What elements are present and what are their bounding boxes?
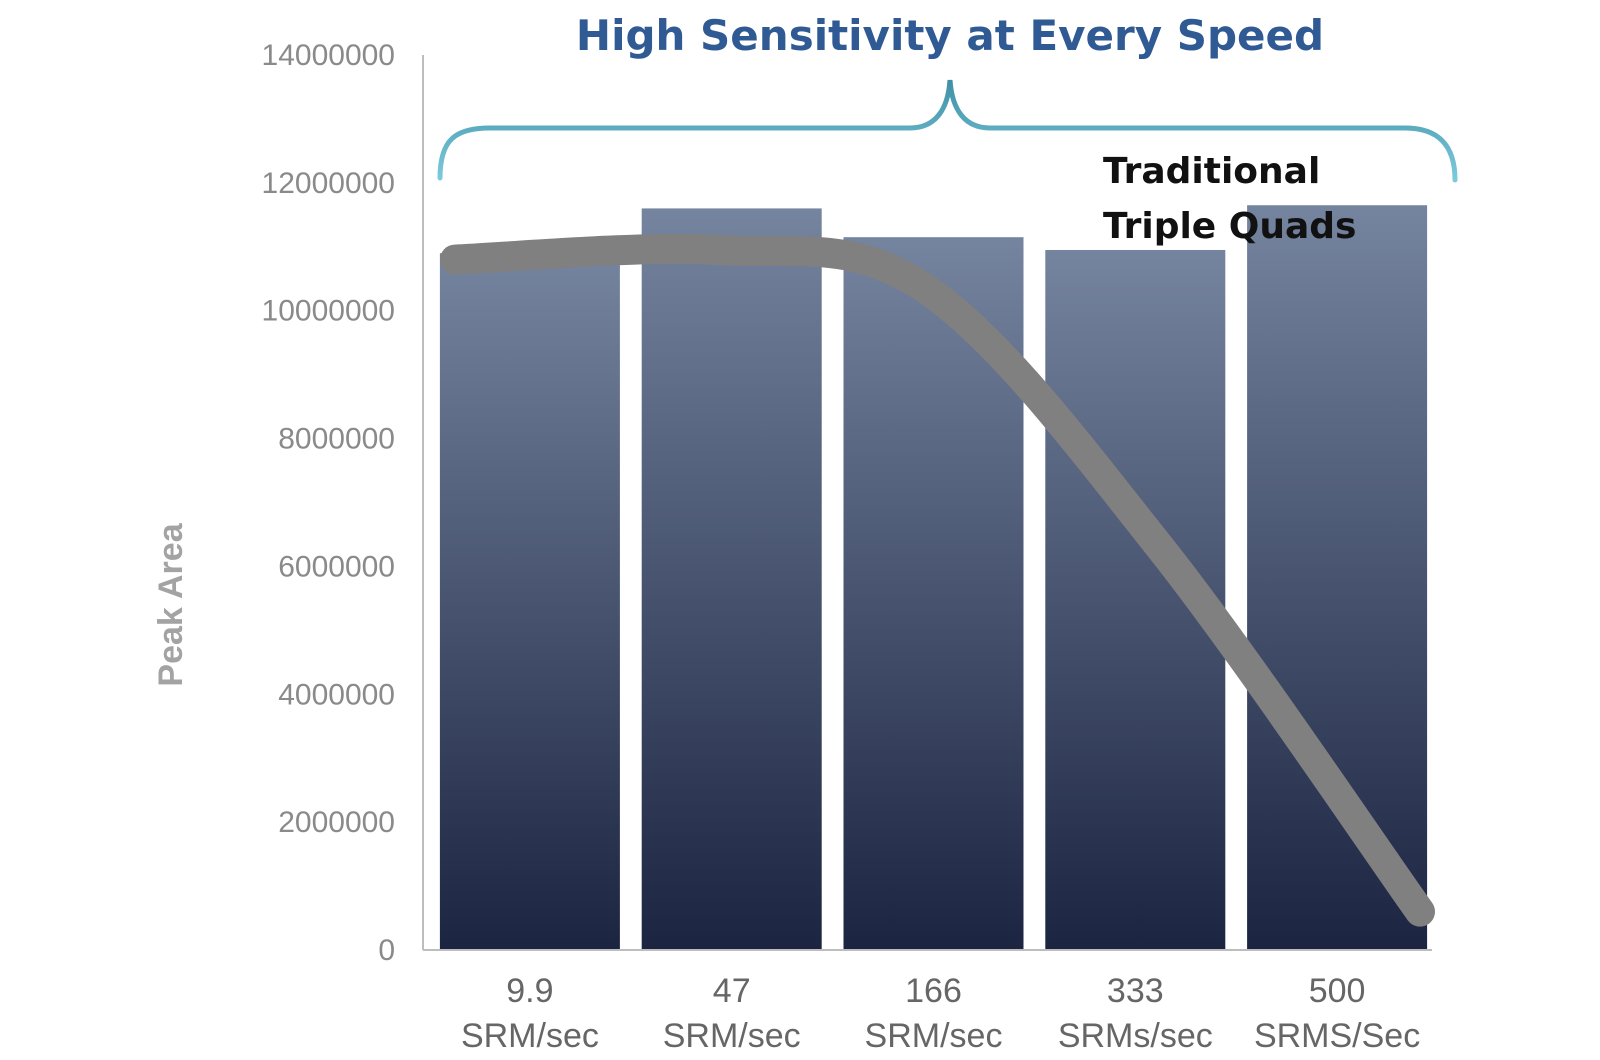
bar bbox=[1247, 205, 1428, 950]
x-tick-labels: 9.9 SRM/sec 47 SRM/sec 166 SRM/sec 333 SRMs/sec… bbox=[461, 972, 1420, 1055]
y-tick-label: 4000000 bbox=[278, 678, 395, 711]
annotation-line-2: Triple Quads bbox=[1103, 206, 1356, 247]
y-tick-label: 10000000 bbox=[262, 295, 395, 328]
x-tick-label: 47 bbox=[713, 972, 751, 1010]
y-tick-label: 0 bbox=[378, 934, 395, 967]
x-tick-label: 9.9 bbox=[506, 972, 553, 1010]
y-tick-label: 6000000 bbox=[278, 550, 395, 583]
y-tick-labels: 0 2000000 4000000 6000000 8000000 10000000 120… bbox=[262, 39, 395, 967]
y-tick-label: 14000000 bbox=[262, 39, 395, 72]
bars bbox=[439, 205, 1428, 951]
x-tick-label: 166 bbox=[905, 972, 962, 1010]
x-tick-label: SRM/sec bbox=[865, 1017, 1003, 1055]
x-tick-label: SRMS/Sec bbox=[1254, 1017, 1420, 1055]
trend-curve bbox=[440, 233, 1435, 927]
x-tick-label: SRMs/sec bbox=[1058, 1017, 1213, 1055]
y-tick-label: 8000000 bbox=[278, 423, 395, 456]
bar bbox=[641, 208, 822, 950]
x-tick-label: 500 bbox=[1309, 972, 1366, 1010]
y-tick-label: 2000000 bbox=[278, 806, 395, 839]
x-tick-label: 333 bbox=[1107, 972, 1164, 1010]
chart-title: High Sensitivity at Every Speed bbox=[576, 11, 1324, 60]
y-tick-label: 12000000 bbox=[262, 167, 395, 200]
bar bbox=[439, 253, 620, 950]
x-tick-label: SRM/sec bbox=[461, 1017, 599, 1055]
annotation-line-1: Traditional bbox=[1103, 151, 1320, 192]
brace bbox=[437, 79, 1458, 183]
x-tick-label: SRM/sec bbox=[663, 1017, 801, 1055]
y-axis-label: Peak Area bbox=[152, 522, 190, 686]
